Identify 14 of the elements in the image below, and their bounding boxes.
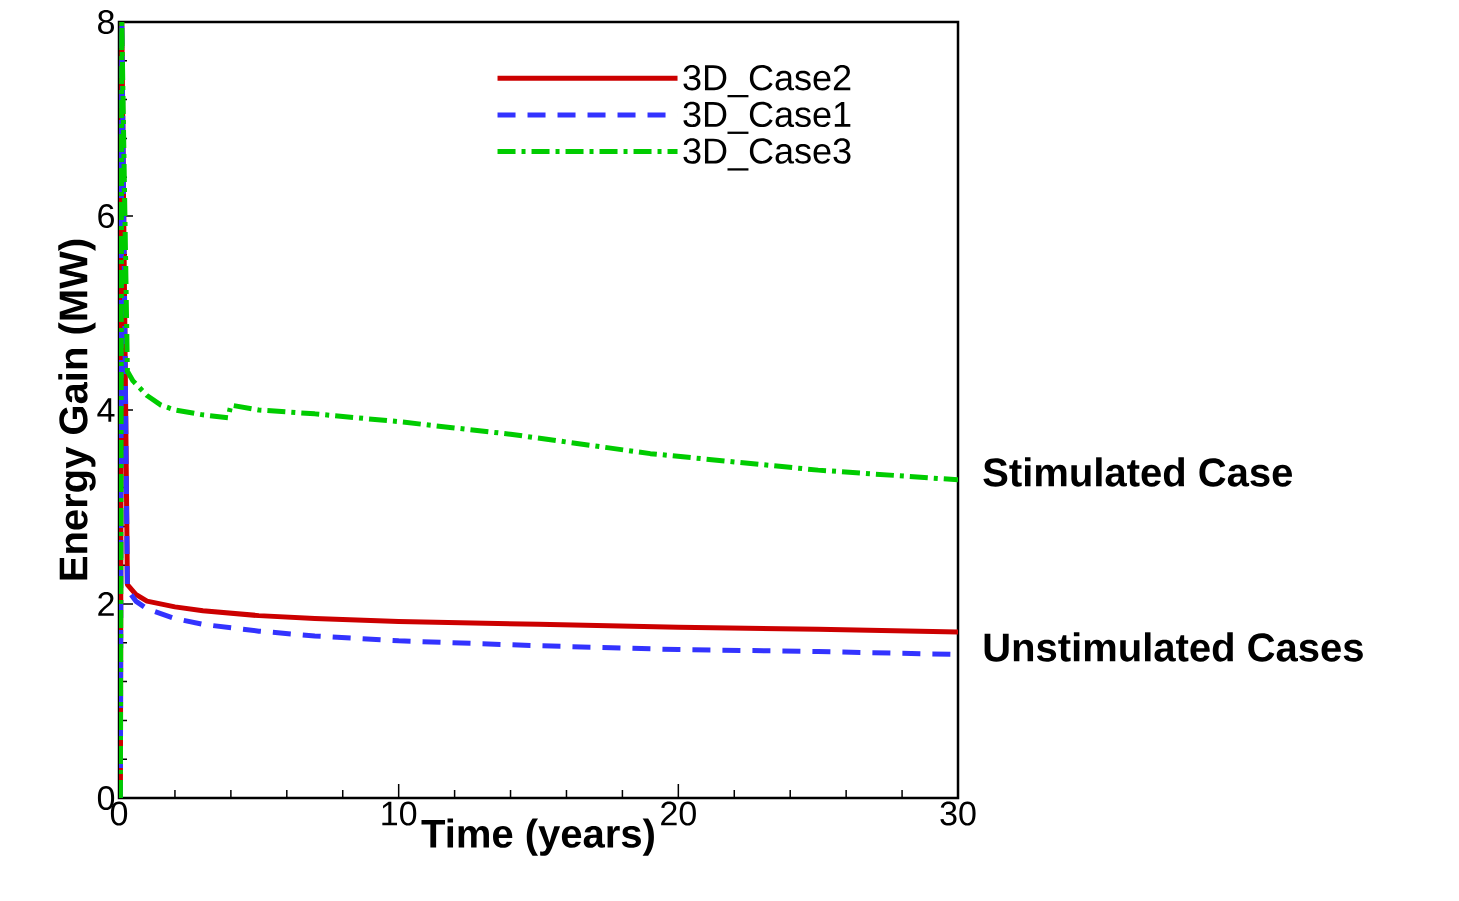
- legend-label: 3D_Case3: [683, 138, 851, 171]
- text: Stimulated Case: [983, 457, 1292, 487]
- legend-label: 3D_Case1: [683, 101, 851, 134]
- y-tick-label: 8: [98, 9, 115, 35]
- x-tick-label: 30: [940, 801, 976, 826]
- y-axis-title: Energy Gain (MW): [58, 239, 96, 580]
- y-tick-label: 4: [97, 398, 115, 422]
- legend-label: 3D_Case2: [683, 65, 851, 98]
- text: Unstimulated Cases: [984, 632, 1363, 662]
- x-tick-label: 20: [661, 801, 696, 826]
- y-tick-label: 6: [98, 203, 114, 229]
- x-axis-title: Time (years): [421, 818, 654, 856]
- x-tick-label: 10: [382, 801, 417, 826]
- y-tick-label: 2: [98, 592, 114, 616]
